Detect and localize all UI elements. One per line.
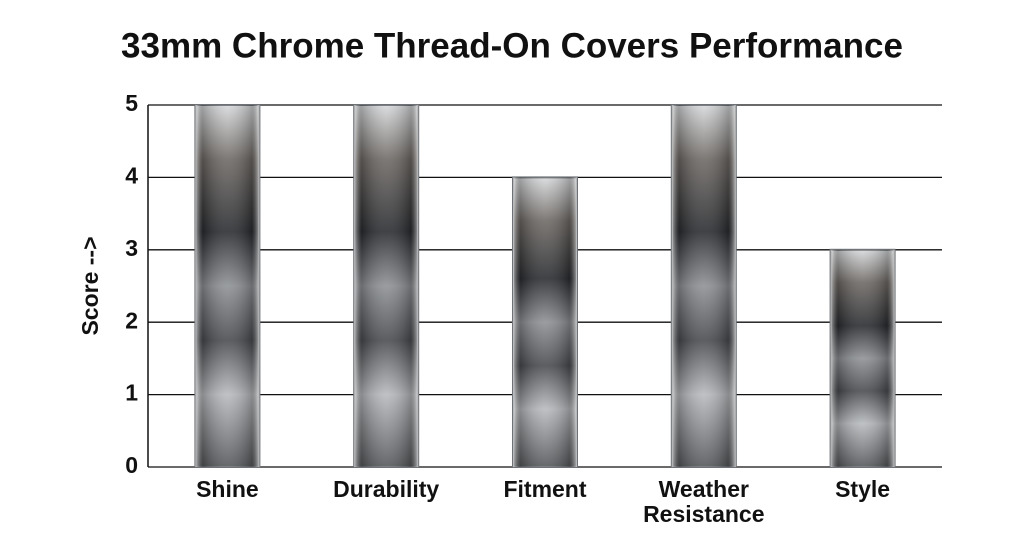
y-tick-label: 3	[125, 235, 138, 261]
y-tick-label: 2	[125, 307, 138, 333]
y-tick-label: 4	[125, 162, 138, 188]
bar-shine	[195, 105, 260, 467]
bar-group	[829, 248, 896, 468]
bar-shine	[671, 105, 736, 467]
x-tick-label: Style	[835, 476, 891, 502]
x-tick-label: Weather Resistance	[643, 476, 765, 527]
y-tick-label: 5	[125, 90, 138, 116]
bar-group	[353, 104, 420, 468]
bar-shine	[830, 249, 895, 467]
bar-shine	[354, 105, 419, 467]
bar-shine	[513, 177, 577, 467]
y-tick-label: 0	[125, 452, 138, 478]
bar-group	[194, 104, 261, 468]
bar-group	[670, 104, 737, 468]
chart-title: 33mm Chrome Thread-On Covers Performance	[121, 26, 903, 65]
x-tick-label: Shine	[196, 476, 259, 502]
x-tick-label: Durability	[333, 476, 440, 502]
y-tick-label: 1	[125, 380, 138, 406]
x-tick-label: Fitment	[503, 476, 587, 502]
bar-group	[512, 176, 578, 468]
y-axis-label: Score -->	[77, 236, 103, 335]
